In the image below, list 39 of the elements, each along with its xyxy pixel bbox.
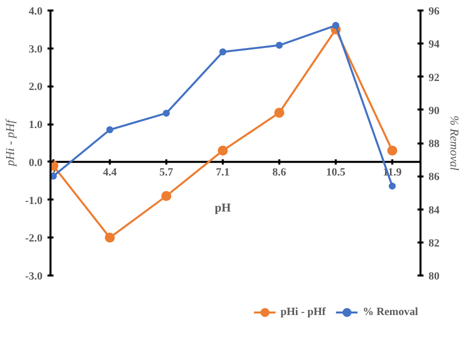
- point: [106, 126, 114, 134]
- point: [276, 42, 283, 49]
- y2-tick-label: 94: [428, 38, 440, 51]
- y-tick-label: -1.0: [25, 194, 43, 207]
- y-tick-label: 4.0: [28, 6, 43, 18]
- x-tick-label: 7.1: [216, 166, 230, 178]
- point: [387, 146, 398, 156]
- point: [161, 191, 172, 201]
- x-axis-title: pH: [214, 200, 232, 214]
- point: [332, 22, 340, 29]
- y-tick-label: -3.0: [25, 270, 43, 282]
- point: [219, 48, 226, 56]
- y2-tick-label: 80: [428, 270, 440, 282]
- point: [274, 108, 284, 118]
- x-tick-label: 5.7: [159, 166, 174, 178]
- y2-tick-label: 96: [428, 6, 440, 18]
- y-tick-label: 1.0: [28, 119, 43, 132]
- y-tick-label: 0.0: [28, 156, 43, 169]
- legend-label: pHi - pHf: [280, 306, 326, 318]
- legend-label: % Removal: [362, 306, 418, 318]
- point: [104, 232, 115, 243]
- y2-tick-label: 90: [428, 104, 440, 117]
- point: [162, 110, 170, 117]
- x-tick-label: 10.5: [326, 166, 346, 178]
- point: [50, 172, 57, 180]
- y-tick-label: 3.0: [28, 43, 43, 56]
- y2-axis-title: % Removal: [448, 116, 462, 172]
- y2-tick-label: 84: [428, 204, 440, 216]
- y-tick-label: -2.0: [25, 232, 43, 245]
- x-tick-label: 4.4: [102, 166, 118, 178]
- x-tick-label: 8.6: [272, 166, 287, 178]
- point: [218, 146, 228, 156]
- y2-tick-label: 92: [428, 72, 440, 84]
- y2-tick-label: 86: [428, 171, 440, 184]
- y2-tick-label: 88: [428, 138, 440, 150]
- y-tick-label: 2.0: [28, 81, 43, 94]
- y2-tick-label: 82: [428, 237, 440, 250]
- y-axis-title: pHi - pHf: [3, 118, 18, 167]
- point: [388, 182, 396, 190]
